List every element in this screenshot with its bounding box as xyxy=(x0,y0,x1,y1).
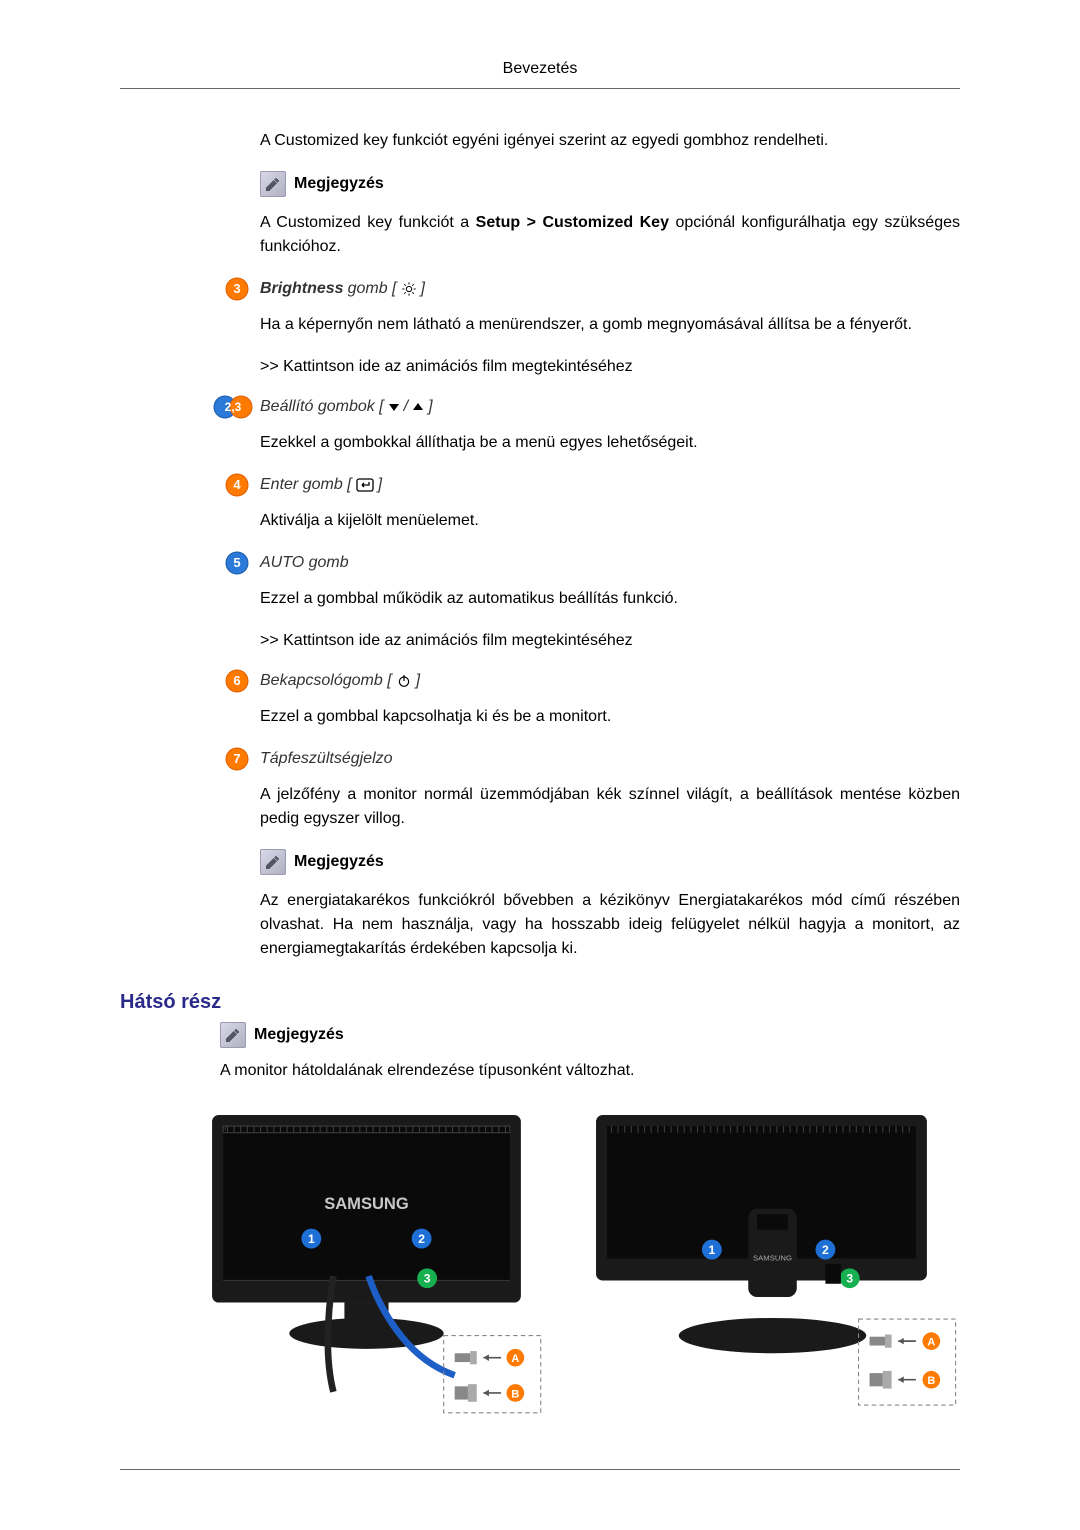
svg-text:A: A xyxy=(927,1337,935,1349)
item-23-desc: Ezekkel a gombokkal állíthatja be a menü… xyxy=(260,431,960,455)
svg-text:1: 1 xyxy=(708,1243,715,1257)
rear-note-label: Megjegyzés xyxy=(254,1026,344,1044)
item-4-desc: Aktiválja a kijelölt menüelemet. xyxy=(260,509,960,533)
down-triangle-icon xyxy=(388,401,400,413)
item-7-note-para: Az energiatakarékos funkciókról bővebben… xyxy=(260,889,960,961)
item-7-indicator: 7 Tápfeszültségjelzo xyxy=(225,747,960,771)
item-3-link[interactable]: >> Kattintson ide az animációs film megt… xyxy=(260,355,960,379)
item-3-brightness: 3 Brightness gomb [ ] xyxy=(225,277,960,301)
pencil-icon xyxy=(260,171,286,197)
svg-text:3: 3 xyxy=(424,1272,431,1286)
up-triangle-icon xyxy=(412,401,424,413)
enter-icon xyxy=(356,478,374,492)
item-6-desc: Ezzel a gombbal kapcsolhatja ki és be a … xyxy=(260,705,960,729)
item-5-auto: 5 AUTO gomb xyxy=(225,551,960,575)
svg-text:2: 2 xyxy=(822,1243,829,1257)
item-6-power: 6 Bekapcsológomb [ ] xyxy=(225,669,960,693)
item-23-adjust: 2,3 Beállító gombok [ / ] xyxy=(225,395,960,419)
svg-text:3: 3 xyxy=(846,1272,853,1286)
item-4-enter: 4 Enter gomb [ ] xyxy=(225,473,960,497)
power-icon xyxy=(396,673,412,689)
monitor-figures: SAMSUNG 1 2 3 xyxy=(190,1104,960,1429)
badge-5: 5 xyxy=(225,551,249,575)
svg-text:SAMSUNG: SAMSUNG xyxy=(753,1254,792,1263)
badge-3: 3 xyxy=(225,277,249,301)
item-5-title: AUTO gomb xyxy=(260,551,960,575)
item-5-link[interactable]: >> Kattintson ide az animációs film megt… xyxy=(260,629,960,653)
item-7-desc: A jelzőfény a monitor normál üzemmódjába… xyxy=(260,783,960,831)
intro-para-2: A Customized key funkciót a Setup > Cust… xyxy=(260,211,960,259)
note-block-2: Megjegyzés xyxy=(260,849,960,875)
footer-rule xyxy=(120,1469,960,1470)
rear-desc: A monitor hátoldalának elrendezése típus… xyxy=(220,1062,960,1080)
item-23-title: Beállító gombok [ / ] xyxy=(260,395,960,419)
intro-para-1: A Customized key funkciót egyéni igényei… xyxy=(260,129,960,153)
item-3-desc: Ha a képernyőn nem látható a menürendsze… xyxy=(260,313,960,337)
svg-text:B: B xyxy=(927,1375,935,1387)
monitor-figure-a: SAMSUNG 1 2 3 xyxy=(190,1104,565,1429)
svg-text:2: 2 xyxy=(418,1232,425,1246)
item-6-title: Bekapcsológomb [ ] xyxy=(260,669,960,693)
svg-text:SAMSUNG: SAMSUNG xyxy=(324,1194,409,1213)
item-4-title: Enter gomb [ ] xyxy=(260,473,960,497)
pencil-icon xyxy=(260,849,286,875)
item-3-title: Brightness gomb [ ] xyxy=(260,277,960,301)
badge-4: 4 xyxy=(225,473,249,497)
rear-section-title: Hátsó rész xyxy=(120,991,960,1014)
svg-text:A: A xyxy=(511,1353,519,1365)
badge-2-3: 2,3 xyxy=(213,395,253,419)
badge-7: 7 xyxy=(225,747,249,771)
svg-text:1: 1 xyxy=(308,1232,315,1246)
note-label: Megjegyzés xyxy=(294,172,384,196)
item-7-title: Tápfeszültségjelzo xyxy=(260,747,960,771)
header-title: Bevezetés xyxy=(503,60,578,77)
note-label-2: Megjegyzés xyxy=(294,850,384,874)
page-header: Bevezetés xyxy=(120,60,960,89)
item-5-desc: Ezzel a gombbal működik az automatikus b… xyxy=(260,587,960,611)
rear-note-block: Megjegyzés xyxy=(220,1022,960,1048)
monitor-figure-b: SAMSUNG 1 2 3 A xyxy=(585,1104,960,1429)
pencil-icon xyxy=(220,1022,246,1048)
main-content: A Customized key funkciót egyéni igényei… xyxy=(120,129,960,961)
rear-section: Megjegyzés A monitor hátoldalának elrend… xyxy=(120,1022,960,1429)
badge-6: 6 xyxy=(225,669,249,693)
svg-text:B: B xyxy=(511,1388,519,1400)
sun-icon xyxy=(401,281,417,297)
note-block: Megjegyzés xyxy=(260,171,960,197)
